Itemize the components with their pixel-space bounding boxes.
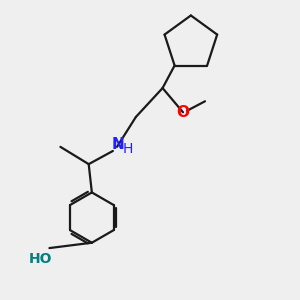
Text: N: N xyxy=(112,137,124,152)
Text: HO: HO xyxy=(29,252,52,266)
Text: H: H xyxy=(123,142,133,156)
Text: O: O xyxy=(176,105,190,120)
